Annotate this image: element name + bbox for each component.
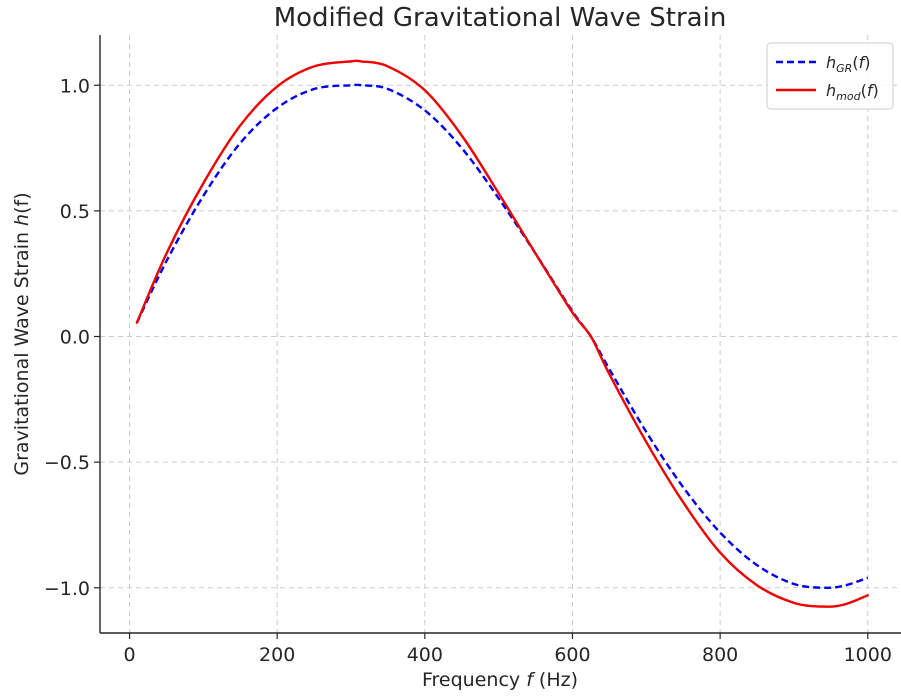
legend-label-h-mod-var: f: [867, 81, 875, 100]
legend-label-h-gr-base: h: [826, 53, 836, 72]
y-axis-label-variable: h: [11, 214, 33, 226]
plot-series: [135, 59, 869, 608]
y-tick-label: −0.5: [44, 452, 90, 474]
y-tick-label: 1.0: [60, 75, 90, 97]
x-tick-label: 800: [702, 644, 738, 666]
y-tick-label: −1.0: [44, 578, 90, 600]
legend-label-h-mod-suffix-close: ): [872, 81, 878, 100]
x-axis-label-variable: f: [526, 669, 536, 691]
legend-label-h-gr-sub: GR: [836, 62, 852, 75]
x-axis-label-unit: (Hz): [533, 669, 578, 691]
x-axis-label-prefix: Frequency: [422, 669, 526, 691]
legend-box: [766, 42, 894, 110]
grid-lines: [100, 35, 901, 633]
legend-label-h-gr-suffix-open: (: [852, 53, 858, 72]
legend-label-h-mod-base: h: [826, 81, 836, 100]
x-axis-label: Frequency f (Hz): [422, 669, 578, 691]
legend-label-h-mod-suffix-open: (: [861, 81, 867, 100]
y-tick-label: 0.5: [60, 201, 90, 223]
series-line-h-mod: [135, 59, 869, 608]
legend-label-h-mod-sub: mod: [836, 90, 861, 103]
x-tick-label: 200: [259, 644, 295, 666]
legend-label-h-gr-var: f: [859, 53, 867, 72]
legend: hGR(f) hmod(f): [766, 42, 894, 110]
chart-title: Modified Gravitational Wave Strain: [274, 3, 727, 33]
legend-label-h-mod: hmod(f): [826, 81, 879, 103]
y-axis-label-prefix: Gravitational Wave Strain: [11, 226, 33, 476]
axes: [94, 35, 901, 639]
y-tick-label: 0.0: [60, 327, 90, 349]
x-tick-label: 400: [407, 644, 443, 666]
x-tick-label: 0: [123, 644, 135, 666]
legend-label-h-gr-suffix-close: ): [864, 53, 870, 72]
x-tick-label: 1000: [844, 644, 892, 666]
x-tick-label: 600: [554, 644, 590, 666]
y-axis-label: Gravitational Wave Strain h(f): [11, 192, 33, 475]
y-axis-label-suffix: (f): [11, 192, 33, 214]
legend-label-h-gr: hGR(f): [826, 53, 870, 75]
tick-labels: 0 200 400 600 800 1000 −1.0 −0.5 0.0 0.5 1.0: [44, 75, 892, 666]
